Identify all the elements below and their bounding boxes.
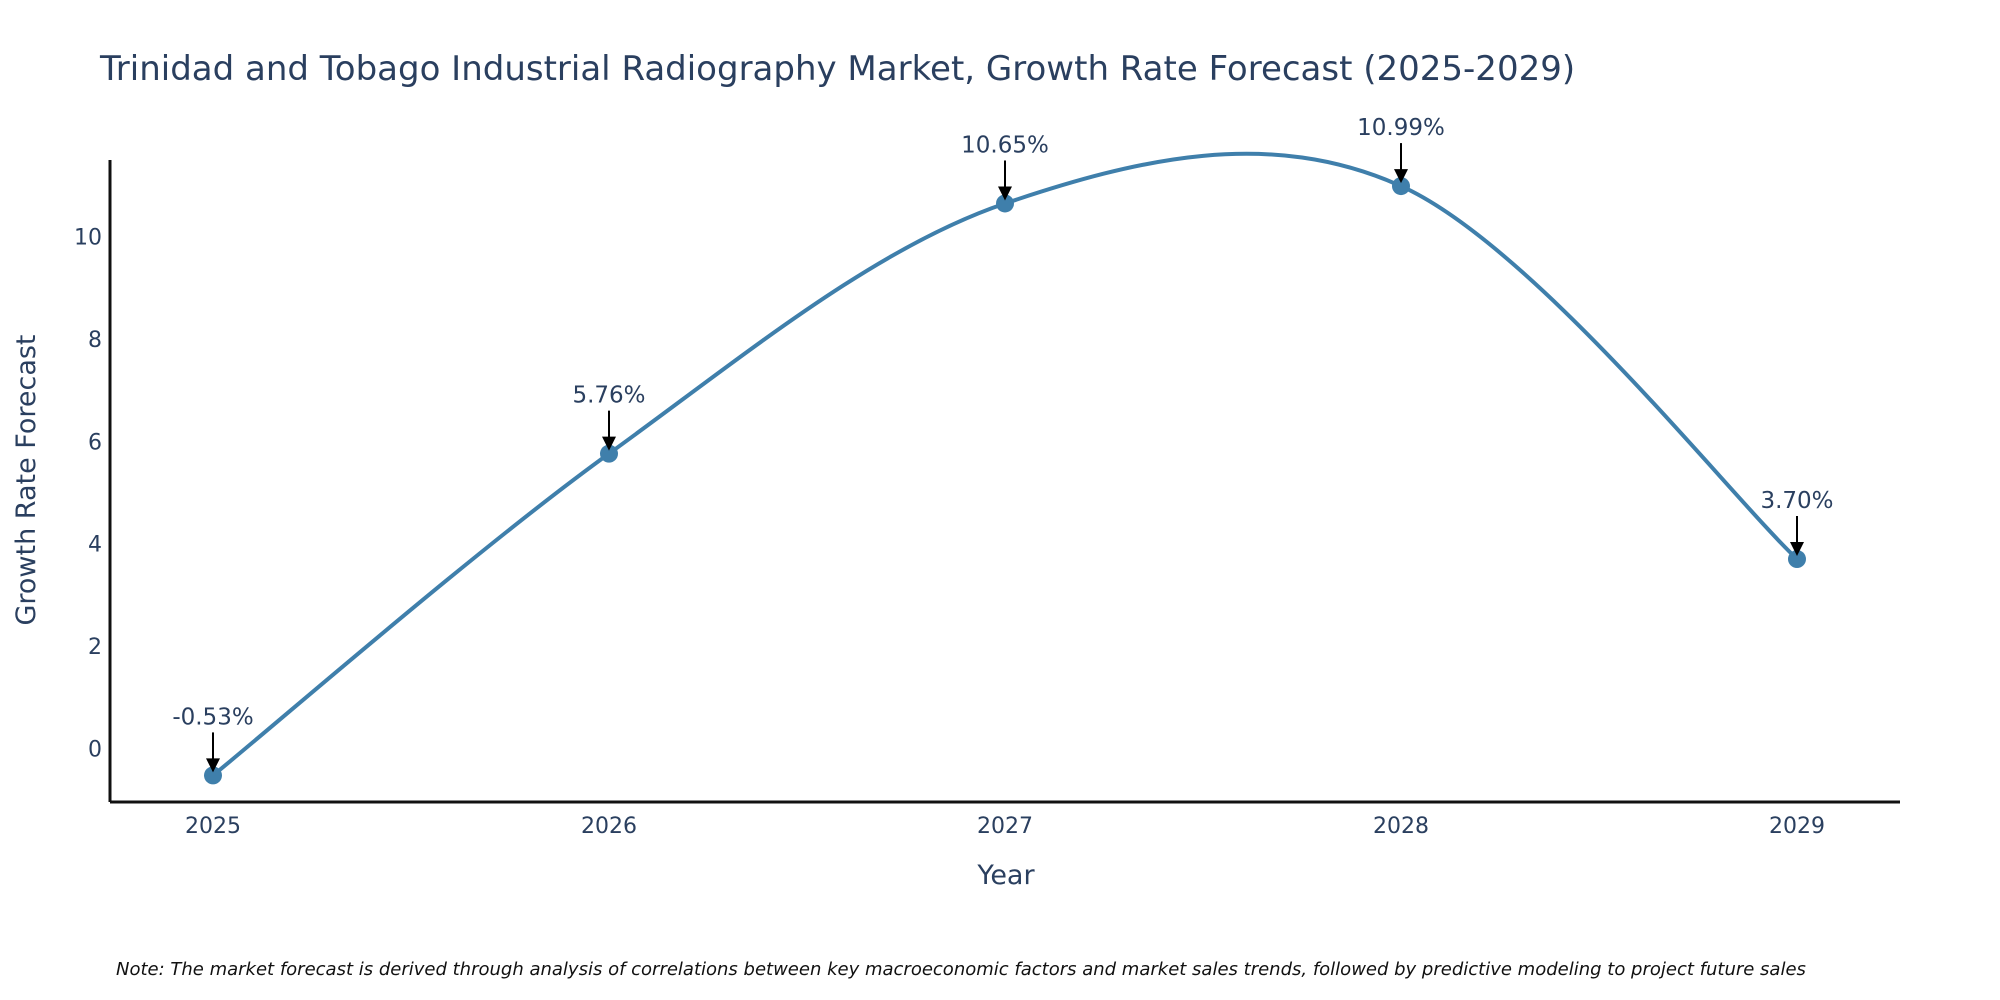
- y-tick-label: 8: [88, 328, 102, 353]
- annotation-arrow-head: [206, 758, 220, 773]
- x-axis-title: Year: [976, 860, 1035, 891]
- x-axis-ticks: 2025 2026 2027 2028 2029: [185, 814, 1825, 839]
- data-label-2026: 5.76%: [572, 383, 645, 409]
- annotation-arrow-head: [1790, 542, 1804, 557]
- y-tick-label: 10: [74, 226, 102, 251]
- data-markers: [204, 177, 1806, 785]
- data-point-2029: [1788, 550, 1806, 569]
- data-label-2027: 10.65%: [961, 132, 1049, 158]
- chart-title: Trinidad and Tobago Industrial Radiograp…: [99, 49, 1575, 89]
- data-point-2027: [996, 194, 1014, 213]
- data-label-2028: 10.99%: [1357, 115, 1445, 141]
- data-point-2026: [600, 444, 618, 463]
- data-annotations: -0.53% 5.76% 10.65% 10.99% 3.70%: [172, 115, 1834, 773]
- series-line: [211, 151, 1799, 777]
- annotation-arrow-head: [1394, 169, 1408, 184]
- y-tick-label: 0: [88, 737, 102, 762]
- y-tick-label: 2: [88, 635, 102, 660]
- chart-note: Note: The market forecast is derived thr…: [116, 959, 1806, 980]
- x-tick-label: 2028: [1373, 814, 1429, 839]
- x-tick-label: 2029: [1769, 814, 1825, 839]
- data-point-2025: [204, 766, 222, 785]
- y-axis-title: Growth Rate Forecast: [11, 334, 42, 625]
- y-tick-label: 4: [88, 533, 102, 558]
- x-tick-label: 2027: [977, 814, 1033, 839]
- data-label-2025: -0.53%: [172, 704, 253, 730]
- annotation-arrow-head: [998, 186, 1012, 201]
- x-tick-label: 2025: [185, 814, 241, 839]
- plot-area: 0 2 4 6 8 10 2025 2026 2027 2028 2029 -0.53% 5.76%…: [74, 115, 1900, 839]
- y-axis-ticks: 0 2 4 6 8 10: [74, 226, 102, 763]
- x-tick-label: 2026: [581, 814, 637, 839]
- data-label-2029: 3.70%: [1760, 488, 1833, 514]
- y-tick-label: 6: [88, 430, 102, 455]
- data-point-2028: [1392, 177, 1410, 196]
- annotation-arrow-head: [602, 436, 616, 451]
